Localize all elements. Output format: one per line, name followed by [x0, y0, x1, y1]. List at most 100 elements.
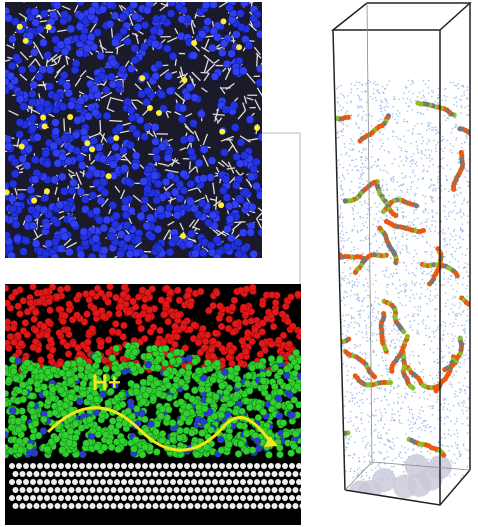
water — [268, 291, 275, 298]
substrate — [156, 495, 162, 501]
atom — [143, 98, 151, 106]
atom — [119, 66, 127, 74]
atom — [143, 222, 151, 230]
atom — [140, 43, 148, 51]
solvent — [431, 127, 433, 129]
solvent — [362, 393, 364, 395]
solvent — [343, 277, 345, 279]
solvent — [337, 363, 339, 365]
solvent — [375, 291, 377, 293]
solvent — [421, 321, 423, 323]
solvent — [397, 387, 399, 389]
atom — [144, 87, 152, 95]
solvent — [338, 136, 340, 138]
polymer — [226, 400, 233, 407]
solvent — [365, 156, 367, 158]
atom — [44, 106, 52, 114]
solvent — [394, 229, 396, 231]
solvent — [374, 424, 376, 426]
water — [106, 291, 113, 298]
solvent — [337, 137, 339, 139]
solvent — [454, 423, 456, 425]
solvent — [335, 388, 337, 390]
solvent — [393, 388, 395, 390]
solvent — [461, 105, 463, 107]
polymer — [297, 373, 304, 380]
solvent — [403, 121, 405, 123]
solvent — [448, 228, 450, 230]
atom — [240, 151, 248, 159]
solvent — [452, 82, 454, 84]
atom — [100, 224, 108, 232]
solvent — [337, 132, 339, 134]
substrate — [27, 487, 33, 493]
solvent — [337, 305, 339, 307]
substrate — [181, 487, 187, 493]
solvent — [423, 140, 425, 142]
solvent — [392, 442, 394, 444]
solvent — [407, 130, 409, 132]
solvent — [339, 105, 341, 107]
water — [180, 324, 187, 331]
atom — [180, 170, 188, 178]
solvent — [429, 394, 431, 396]
solvent — [416, 419, 418, 421]
solvent — [456, 189, 458, 191]
solvent — [395, 346, 397, 348]
solvent — [349, 438, 351, 440]
water — [2, 285, 9, 292]
polymer — [2, 431, 9, 438]
substrate — [128, 479, 134, 485]
atom — [241, 245, 249, 253]
polymer — [199, 386, 206, 393]
atom — [90, 137, 98, 145]
substrate — [107, 479, 113, 485]
atom — [131, 44, 139, 52]
solvent — [443, 321, 445, 323]
solvent — [437, 329, 439, 331]
solvent — [358, 96, 360, 98]
solvent — [453, 230, 455, 232]
solvent — [393, 445, 395, 447]
solvent — [365, 445, 367, 447]
solvent — [425, 203, 427, 205]
atom — [179, 104, 187, 112]
polymer — [255, 404, 262, 411]
atom — [187, 148, 195, 156]
substrate — [244, 503, 250, 509]
atom — [31, 156, 39, 164]
substrate — [191, 495, 197, 501]
atom — [152, 138, 160, 146]
solvent — [414, 219, 416, 221]
atom — [227, 50, 235, 58]
solvent — [419, 234, 421, 236]
atom — [208, 157, 216, 165]
solvent — [378, 432, 380, 434]
solvent — [343, 95, 345, 97]
solvent — [403, 262, 405, 264]
solvent — [418, 355, 420, 357]
solvent — [335, 239, 337, 241]
atom — [1, 182, 9, 190]
solvent — [359, 98, 361, 100]
solvent — [391, 330, 393, 332]
polymer — [224, 411, 231, 418]
solvent — [410, 143, 412, 145]
substrate — [279, 471, 285, 477]
solvent — [354, 281, 356, 283]
solvent — [425, 325, 427, 327]
solvent — [441, 437, 443, 439]
atom — [178, 115, 186, 123]
solvent — [394, 413, 396, 415]
solvent — [336, 267, 338, 269]
atom — [152, 15, 160, 23]
solvent — [412, 235, 414, 237]
substrate — [142, 463, 148, 469]
water — [244, 329, 251, 336]
solvent — [445, 206, 447, 208]
atom — [29, 65, 37, 73]
atom — [153, 196, 161, 204]
solvent — [379, 203, 381, 205]
solvent — [357, 230, 359, 232]
solvent — [435, 190, 437, 192]
